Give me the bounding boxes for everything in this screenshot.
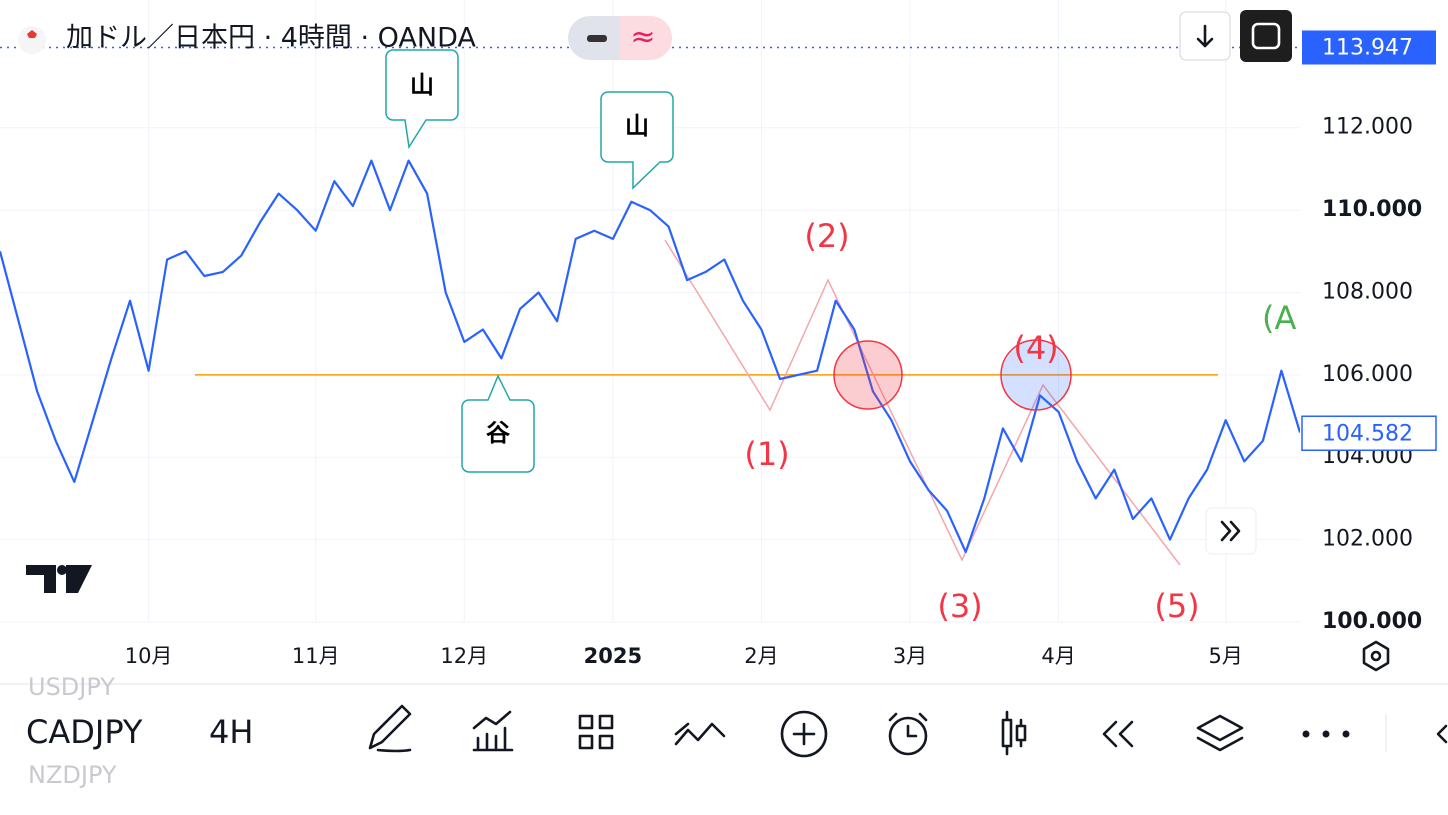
circle-marker	[1000, 339, 1072, 411]
y-tick-label: 110.000	[1322, 197, 1422, 222]
logo	[26, 565, 92, 593]
annotation: 谷	[486, 419, 511, 447]
annotation: 山	[625, 112, 649, 140]
chart-type-icon[interactable]	[1001, 710, 1027, 756]
x-tick-label: 2月	[744, 644, 778, 668]
y-tick-label: 108.000	[1322, 279, 1413, 304]
back-icon[interactable]	[1436, 724, 1448, 744]
circle-marker	[833, 340, 903, 410]
price-label: 113.947	[1322, 35, 1413, 60]
logo	[57, 565, 67, 575]
series	[0, 159, 1300, 554]
wave-label: (2)	[804, 217, 849, 255]
x-tick-label: 4月	[1041, 644, 1075, 668]
status-icon: ≈	[630, 20, 655, 55]
layout-icon[interactable]	[578, 714, 614, 750]
arrow-icon	[1196, 24, 1214, 48]
draw-icon[interactable]	[368, 704, 412, 753]
more-icon	[1342, 730, 1350, 738]
y-tick-label: 106.000	[1322, 362, 1413, 387]
status-icon	[587, 35, 607, 42]
add-icon[interactable]	[780, 710, 828, 758]
toolbar-icons	[368, 704, 1448, 758]
symbol-prev[interactable]: USDJPY	[28, 673, 115, 701]
x-tick-label: 10月	[125, 644, 173, 668]
x-tick-label: 5月	[1209, 644, 1243, 668]
axes: 100.000102.000104.000106.000108.000110.0…	[125, 30, 1437, 668]
indicators-icon[interactable]	[472, 710, 514, 752]
chart-title: 加ドル／日本円 · 4時間 · OANDA	[66, 23, 476, 54]
wave-label: (5)	[1154, 587, 1199, 625]
settings-icon[interactable]	[1362, 640, 1390, 672]
fullscreen-icon	[1251, 22, 1281, 50]
chevrons-icon	[1220, 520, 1241, 542]
annotation: 山	[410, 71, 434, 99]
alert-icon[interactable]	[888, 716, 928, 756]
y-tick-label: 112.000	[1322, 115, 1413, 140]
wave-label: (1)	[744, 435, 789, 473]
wave-label: (4)	[1013, 329, 1058, 367]
last-price-label: 104.582	[1322, 421, 1413, 446]
symbol-next[interactable]: NZDJPY	[28, 761, 117, 789]
x-tick-label: 12月	[440, 644, 488, 668]
symbol[interactable]: CADJPY	[26, 713, 143, 751]
y-tick-label: 100.000	[1322, 609, 1422, 634]
x-tick-label: 2025	[584, 644, 642, 668]
interval[interactable]: 4H	[209, 713, 253, 751]
replay-icon[interactable]	[1102, 720, 1134, 748]
wave-label: (3)	[937, 587, 982, 625]
fullscreen-button[interactable]	[1240, 10, 1292, 62]
y-tick-label: 102.000	[1322, 527, 1413, 552]
flag	[18, 26, 46, 54]
status-pill	[620, 16, 672, 60]
flag	[27, 30, 37, 38]
wave-line	[664, 239, 1181, 566]
more-icon	[1322, 730, 1330, 738]
x-tick-label: 11月	[292, 644, 340, 668]
x-tick-label: 3月	[893, 644, 927, 668]
alert-icon	[888, 712, 928, 738]
price-line	[0, 159, 1300, 554]
more-icon[interactable]	[1302, 730, 1310, 738]
settings-icon	[1370, 650, 1382, 662]
last-price-bg	[1301, 415, 1437, 452]
compare-icon[interactable]	[674, 722, 726, 746]
layers-icon[interactable]	[1196, 714, 1244, 752]
add-icon	[792, 722, 816, 746]
price-label-bg	[1302, 30, 1436, 65]
wave-label: (A	[1262, 299, 1296, 337]
callout	[385, 49, 674, 473]
